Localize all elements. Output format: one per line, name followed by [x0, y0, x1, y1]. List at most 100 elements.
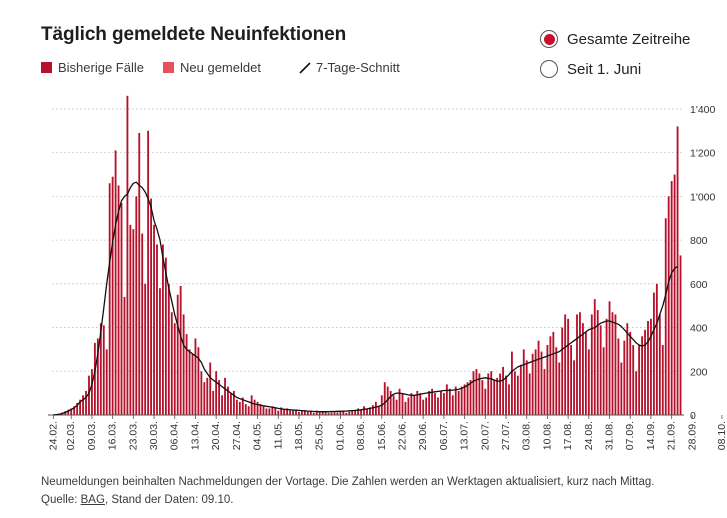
bar-previous [303, 411, 306, 415]
bar-previous [664, 218, 667, 415]
bar-previous [605, 318, 608, 415]
bar-previous [383, 382, 386, 415]
bar-previous [194, 338, 197, 415]
legend-item-previous: Bisherige Fälle [41, 60, 144, 75]
x-tick-label: 24.02. [47, 421, 59, 450]
bar-previous [247, 406, 250, 415]
bar-previous [558, 362, 561, 415]
x-tick-label: 16.03. [107, 421, 119, 450]
bar-previous [93, 342, 96, 415]
bar-previous [395, 399, 398, 415]
bar-previous [513, 371, 516, 415]
x-tick-label: 02.03. [65, 421, 77, 450]
bar-previous [221, 395, 223, 415]
bar-previous [661, 345, 664, 415]
x-tick-label: 06.04. [169, 421, 181, 450]
bar-previous [67, 409, 70, 415]
bar-previous [321, 411, 324, 415]
bar-previous [327, 412, 330, 415]
radio-unselected-icon[interactable] [540, 60, 558, 78]
bar-previous [360, 409, 363, 415]
bar-previous [632, 345, 635, 415]
source-link[interactable]: BAG [80, 494, 105, 506]
bar-previous [179, 286, 182, 415]
bar-previous [330, 412, 333, 415]
bar-previous [374, 401, 377, 415]
bar-previous [230, 393, 232, 415]
bar-previous [626, 323, 629, 415]
bar-previous [549, 336, 552, 415]
bar-previous [505, 375, 507, 415]
bar-previous [499, 373, 502, 415]
bar-previous [629, 331, 632, 415]
bar-previous [602, 347, 605, 415]
x-tick-label: 08.06. [355, 421, 367, 450]
x-tick-label: 11.05. [272, 421, 284, 449]
bar-previous [238, 401, 241, 415]
bar-previous [422, 399, 425, 415]
radio-june-label[interactable]: Seit 1. Juni [567, 60, 642, 78]
bar-previous [309, 410, 312, 415]
bar-previous [584, 331, 587, 415]
y-tick-label: 800 [690, 235, 708, 247]
bar-previous [176, 294, 179, 415]
bar-previous [445, 384, 448, 415]
bar-previous [573, 360, 575, 415]
bar-previous [644, 329, 646, 415]
bar-previous [206, 377, 209, 415]
bar-previous [277, 410, 280, 415]
bar-previous [425, 397, 428, 415]
radio-selected-icon[interactable] [540, 30, 558, 48]
bar-previous [306, 411, 309, 415]
x-tick-label: 24.08. [583, 421, 595, 450]
bar-previous [673, 174, 676, 415]
legend-label-previous: Bisherige Fälle [58, 60, 144, 75]
bar-previous [312, 412, 315, 415]
x-tick-label: 31.08. [604, 421, 616, 450]
y-tick-label: 400 [690, 323, 708, 335]
bar-previous [111, 176, 114, 415]
bar-previous [537, 340, 540, 415]
bar-previous [227, 386, 229, 415]
bar-previous [579, 312, 581, 415]
bar-previous [185, 334, 188, 415]
bar-previous [516, 375, 519, 415]
source-suffix: , Stand der Daten: 09.10. [104, 494, 234, 506]
bar-previous [466, 382, 469, 415]
bar-previous [638, 345, 641, 415]
radio-full-label[interactable]: Gesamte Zeitreihe [567, 30, 691, 48]
bar-previous [534, 349, 537, 415]
bar-previous [253, 399, 256, 415]
bar-previous [159, 288, 161, 415]
bar-previous [407, 397, 410, 415]
bar-previous [386, 386, 389, 415]
bar-previous [676, 126, 679, 416]
bar-previous [147, 130, 150, 416]
bar-previous [555, 347, 558, 415]
bar-previous [608, 301, 611, 415]
bar-previous [543, 369, 546, 415]
bar-previous [164, 257, 167, 415]
bar-previous [401, 393, 404, 415]
bar-previous [82, 395, 84, 415]
bar-previous [153, 224, 155, 415]
bar-previous [191, 353, 194, 415]
bar-previous [348, 411, 351, 415]
bar-previous [286, 408, 289, 415]
bar-previous [241, 397, 244, 415]
radio-full-series[interactable]: Gesamte Zeitreihe [540, 30, 690, 48]
radio-since-june[interactable]: Seit 1. Juni [540, 60, 641, 78]
bar-previous [511, 351, 513, 415]
bar-previous [442, 393, 445, 415]
y-tick-label: 1'400 [690, 104, 716, 116]
bar-previous [318, 411, 321, 415]
bar-previous [315, 410, 318, 415]
bar-previous [167, 283, 170, 415]
source-prefix: Quelle: [41, 494, 81, 506]
bar-previous [434, 393, 436, 415]
bar-previous [265, 408, 268, 415]
x-tick-label: 08.10. [716, 421, 727, 450]
bar-previous [454, 386, 457, 415]
bar-previous [679, 255, 682, 415]
bar-previous [259, 404, 262, 415]
